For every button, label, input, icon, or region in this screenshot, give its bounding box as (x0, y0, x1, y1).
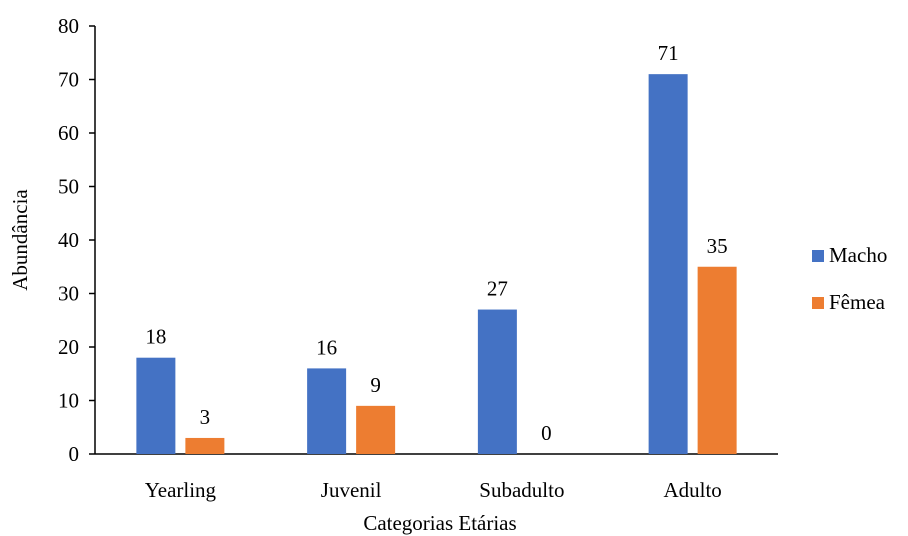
y-tick-label: 50 (58, 175, 79, 199)
y-axis-title: Abundância (8, 189, 32, 291)
category-label: Juvenil (321, 478, 382, 502)
bar-juvenil-0 (307, 368, 347, 454)
y-tick-label: 80 (58, 14, 79, 38)
data-label: 16 (316, 335, 337, 359)
y-tick-label: 0 (69, 442, 80, 466)
data-label: 35 (707, 234, 728, 258)
data-label: 71 (658, 41, 679, 65)
legend-label: Macho (829, 243, 887, 267)
y-tick-label: 30 (58, 282, 79, 306)
y-tick-label: 40 (58, 228, 79, 252)
bar-juvenil-1 (356, 405, 396, 454)
bar-adulto-0 (648, 74, 688, 455)
bar-subadulto-0 (477, 309, 517, 454)
data-labels: 18 3 16 9 27 0 71 35 (145, 41, 727, 445)
category-label: Adulto (663, 478, 721, 502)
data-label: 27 (487, 277, 508, 301)
category-label: Yearling (145, 478, 217, 502)
legend-label: Fêmea (829, 290, 886, 314)
bar-yearling-1 (185, 437, 225, 454)
data-label: 0 (541, 421, 552, 445)
y-tick-label: 20 (58, 335, 79, 359)
y-tick-label: 60 (58, 121, 79, 145)
category-labels: Yearling Juvenil Subadulto Adulto (145, 478, 722, 502)
bar-yearling-0 (136, 357, 176, 454)
y-tick-label: 70 (58, 68, 79, 92)
y-tick-label: 10 (58, 389, 79, 413)
bar-adulto-1 (697, 266, 737, 454)
y-axis: 0 10 20 30 40 50 60 70 80 (58, 14, 96, 466)
category-label: Subadulto (479, 478, 564, 502)
legend-swatch (812, 250, 824, 262)
data-label: 18 (145, 325, 166, 349)
data-label: 3 (200, 405, 211, 429)
legend: Macho Fêmea (812, 243, 887, 314)
bars (136, 74, 737, 455)
x-axis-title: Categorias Etárias (363, 511, 516, 535)
data-label: 9 (370, 373, 381, 397)
legend-swatch (812, 297, 824, 309)
